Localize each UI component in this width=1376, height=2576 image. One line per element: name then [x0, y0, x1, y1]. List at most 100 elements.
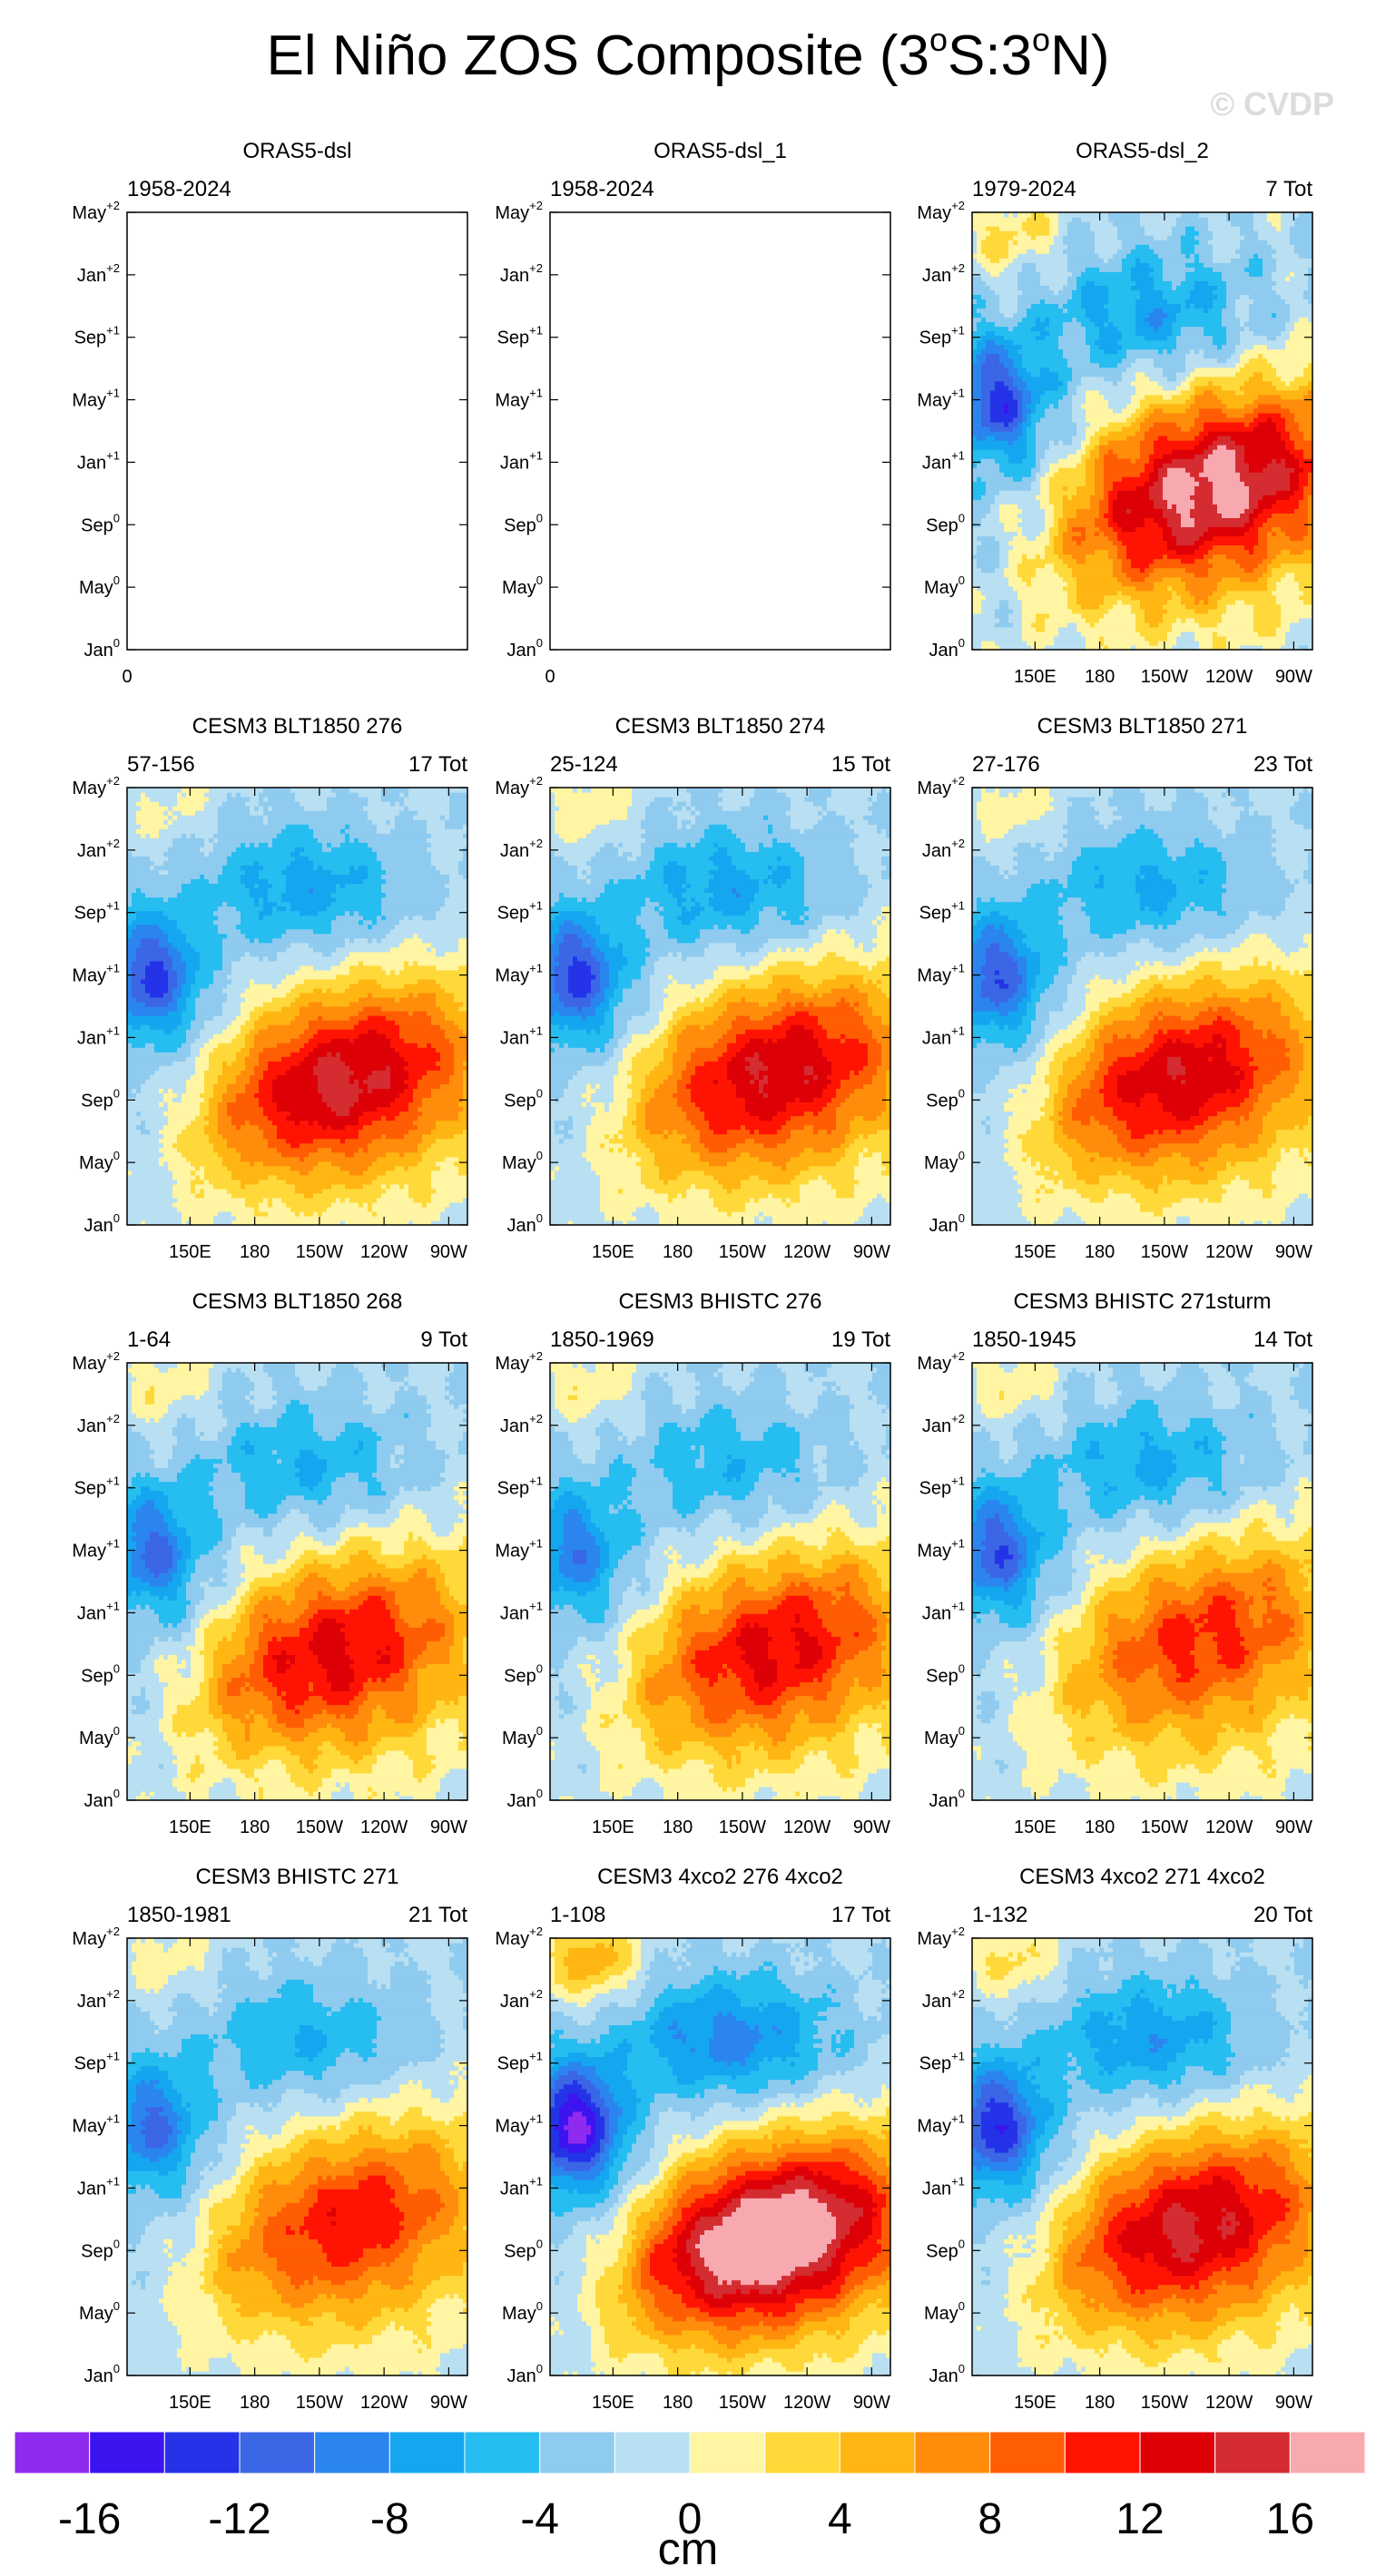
heatmap-cell [1158, 591, 1164, 596]
heatmap-cell [1276, 582, 1282, 587]
heatmap-cell [1063, 591, 1068, 596]
heatmap-cell [1031, 545, 1037, 551]
heatmap-cell [1017, 618, 1023, 623]
heatmap-cell [1231, 595, 1236, 601]
heatmap-cell [1017, 600, 1023, 605]
heatmap-cell [1054, 545, 1059, 551]
heatmap-cell [1004, 604, 1009, 610]
heatmap-cell [981, 627, 987, 632]
heatmap-cell [1222, 632, 1227, 637]
heatmap-cell [1249, 636, 1254, 642]
heatmap-cell [1072, 577, 1077, 583]
heatmap-cell [1176, 591, 1182, 596]
heatmap-cell [1027, 582, 1032, 587]
heatmap-cell [1131, 632, 1136, 637]
heatmap-cell [1131, 586, 1136, 592]
heatmap-cell [1099, 577, 1105, 583]
heatmap-cell [1022, 604, 1027, 610]
heatmap-cell [1054, 568, 1059, 573]
heatmap-cell [1081, 609, 1086, 614]
heatmap-cell [1145, 609, 1150, 614]
heatmap-cell [999, 595, 1005, 601]
heatmap-cell [1072, 582, 1077, 587]
heatmap-cell [995, 613, 1000, 619]
heatmap-cell [1199, 600, 1204, 605]
heatmap-cell [1022, 577, 1027, 583]
heatmap-cell [1045, 641, 1050, 646]
heatmap-cell [1176, 541, 1182, 546]
heatmap-cell [1185, 577, 1191, 583]
heatmap-cell [1190, 604, 1195, 610]
heatmap-cell [1104, 595, 1109, 601]
heatmap-cell [1126, 591, 1132, 596]
heatmap-cell [1185, 545, 1191, 551]
heatmap-cell [1149, 609, 1155, 614]
heatmap-cell [1145, 595, 1150, 601]
heatmap-cell [1290, 531, 1295, 536]
heatmap-cell [1235, 618, 1241, 623]
heatmap-cell [981, 591, 987, 596]
heatmap-cell [1040, 622, 1046, 628]
heatmap-cell [1249, 586, 1254, 592]
heatmap-cell [1013, 541, 1018, 546]
heatmap-cell [1095, 636, 1100, 642]
heatmap-cell [1067, 591, 1073, 596]
heatmap-cell [1244, 595, 1250, 601]
heatmap-cell [1135, 541, 1141, 546]
heatmap-cell [1067, 632, 1073, 637]
heatmap-cell [1108, 582, 1114, 587]
heatmap-cell [1036, 618, 1041, 623]
heatmap-cell [1176, 641, 1182, 646]
heatmap-cell [1235, 636, 1241, 642]
heatmap-cell [1140, 568, 1145, 573]
heatmap-cell [1267, 627, 1273, 632]
heatmap-cell [1204, 627, 1209, 632]
heatmap-cell [990, 609, 996, 614]
heatmap-cell [1113, 535, 1118, 541]
heatmap-cell [1194, 641, 1200, 646]
heatmap-cell [1303, 541, 1309, 546]
heatmap-cell [1063, 577, 1068, 583]
heatmap-cell [1163, 600, 1168, 605]
heatmap-cell [1108, 600, 1114, 605]
heatmap-cell [1072, 563, 1077, 569]
heatmap-cell [1190, 641, 1195, 646]
heatmap-cell [1267, 613, 1273, 619]
heatmap-cell [1281, 618, 1286, 623]
heatmap-cell [1122, 641, 1127, 646]
heatmap-cell [1072, 613, 1077, 619]
heatmap-cell [1017, 535, 1023, 541]
heatmap-cell [981, 604, 987, 610]
heatmap-cell [1113, 550, 1118, 555]
heatmap-cell [1199, 535, 1204, 541]
heatmap-cell [1063, 618, 1068, 623]
heatmap-cell [1258, 563, 1263, 569]
heatmap-cell [1090, 545, 1096, 551]
heatmap-cell [1022, 535, 1027, 541]
heatmap-cell [1213, 600, 1218, 605]
heatmap-cell [1276, 632, 1282, 637]
heatmap-cell [1235, 622, 1241, 628]
heatmap-cell [1163, 541, 1168, 546]
heatmap-cell [1058, 622, 1064, 628]
heatmap-cell [990, 582, 996, 587]
heatmap-cell [1244, 636, 1250, 642]
heatmap-cell [1181, 591, 1186, 596]
heatmap-cell [1086, 531, 1091, 536]
heatmap-cell [1122, 604, 1127, 610]
heatmap-cell [1095, 531, 1100, 536]
heatmap-cell [1058, 559, 1064, 564]
heatmap-cell [1158, 636, 1164, 642]
heatmap-cell [1267, 595, 1273, 601]
heatmap-cell [1131, 618, 1136, 623]
heatmap-cell [1076, 535, 1082, 541]
heatmap-cell [1135, 591, 1141, 596]
heatmap-cell [1249, 609, 1254, 614]
heatmap-cell [1095, 609, 1100, 614]
heatmap-cell [1131, 595, 1136, 601]
heatmap-cell [1104, 531, 1109, 536]
heatmap-cell [1040, 554, 1046, 560]
heatmap-cell [1235, 586, 1241, 592]
heatmap-cell [1067, 586, 1073, 592]
heatmap-cell [1276, 636, 1282, 642]
